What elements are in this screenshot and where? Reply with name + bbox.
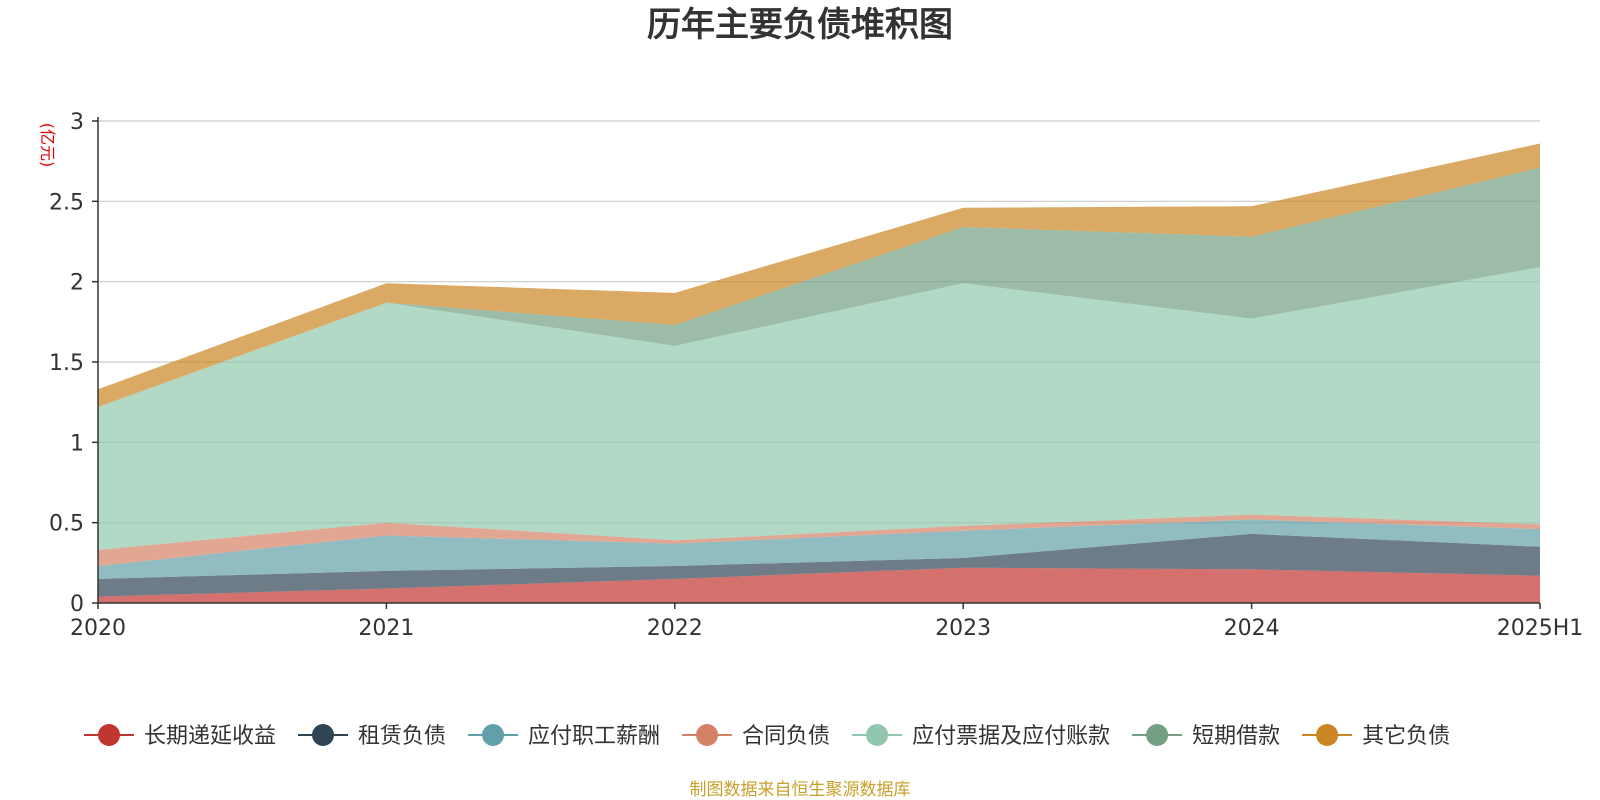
chart-title: 历年主要负债堆积图 xyxy=(647,5,953,45)
series-area-3 xyxy=(98,514,1540,566)
axes: 0 0.5 1 1.5 2 2.5 3 2020 2021 2022 2023 2024 2025H1 xyxy=(49,110,1583,641)
source-note: 制图数据来自恒生聚源数据库 xyxy=(690,780,911,800)
legend-marker xyxy=(1316,724,1339,746)
legend-item-4[interactable]: 应付票据及应付账款 xyxy=(852,724,1110,749)
legend-label: 租赁负债 xyxy=(358,724,446,749)
legend-label: 应付票据及应付账款 xyxy=(912,724,1110,749)
y-tick-label: 3 xyxy=(70,110,84,135)
y-tick-label: 0.5 xyxy=(49,512,84,537)
x-tick-label: 2021 xyxy=(358,616,414,641)
legend-item-5[interactable]: 短期借款 xyxy=(1132,724,1280,749)
legend-label: 长期递延收益 xyxy=(144,724,276,749)
legend-marker xyxy=(98,724,120,746)
y-tick-label: 1.5 xyxy=(49,351,84,376)
legend-marker xyxy=(696,724,719,746)
legend-item-1[interactable]: 租赁负债 xyxy=(298,724,446,749)
legend-label: 短期借款 xyxy=(1192,724,1280,749)
legend-label: 合同负债 xyxy=(742,724,830,749)
legend-marker xyxy=(482,724,505,746)
unit-label: (亿元) xyxy=(38,123,57,168)
legend: 长期递延收益 租赁负债 应付职工薪酬 合同负债 应付票据及应付账款 短期借款 其它负债 xyxy=(84,724,1450,749)
series-area-0 xyxy=(98,567,1540,603)
series-area-6 xyxy=(98,143,1540,407)
x-tick-label: 2025H1 xyxy=(1497,616,1584,641)
legend-marker xyxy=(312,724,335,746)
y-tick-label: 2 xyxy=(70,271,84,296)
series-area-4 xyxy=(98,267,1540,550)
y-tick-label: 1 xyxy=(70,431,84,456)
series-area-1 xyxy=(98,533,1540,597)
x-tick-label: 2020 xyxy=(70,616,126,641)
legend-item-6[interactable]: 其它负债 xyxy=(1302,724,1450,749)
x-tick-label: 2022 xyxy=(647,616,703,641)
plot-area xyxy=(98,143,1540,603)
legend-label: 其它负债 xyxy=(1362,724,1450,749)
legend-marker xyxy=(1146,724,1169,746)
legend-label: 应付职工薪酬 xyxy=(528,724,660,749)
x-tick-label: 2023 xyxy=(935,616,991,641)
x-tick-label: 2024 xyxy=(1224,616,1280,641)
legend-item-2[interactable]: 应付职工薪酬 xyxy=(468,724,660,749)
y-tick-label: 2.5 xyxy=(49,190,84,215)
series-area-2 xyxy=(98,519,1540,579)
legend-item-0[interactable]: 长期递延收益 xyxy=(84,724,276,749)
legend-marker xyxy=(866,724,889,746)
series-area-5 xyxy=(98,167,1540,407)
y-tick-label: 0 xyxy=(70,592,84,617)
legend-item-3[interactable]: 合同负债 xyxy=(682,724,830,749)
